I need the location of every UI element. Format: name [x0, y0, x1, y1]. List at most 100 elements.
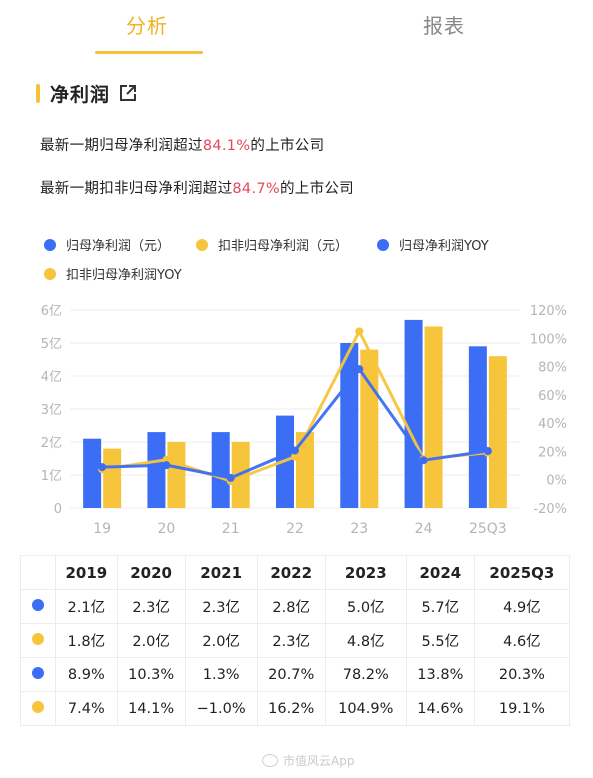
- y-left-tick-label: 0: [54, 502, 62, 517]
- section-title: 净利润: [50, 83, 111, 106]
- y-right-tick-label: 60%: [538, 389, 567, 404]
- active-tab-indicator: [95, 51, 203, 54]
- legend-dot-blue: [44, 238, 56, 251]
- tab-report[interactable]: 报表: [423, 14, 465, 38]
- bar-deducted-profit: [296, 432, 314, 508]
- y-left-tick-label: 3亿: [41, 403, 62, 418]
- y-left-tick-label: 5亿: [41, 337, 62, 352]
- x-tick-label: 19: [93, 521, 111, 537]
- legend-item-deducted-profit[interactable]: 扣非归母净利润（元）: [196, 235, 348, 254]
- row-color-dot: [32, 598, 44, 611]
- table-cell: 1.8亿: [55, 623, 118, 658]
- bar-net-profit: [340, 343, 359, 508]
- table-row: 1.8亿 2.0亿 2.0亿 2.3亿 4.8亿 5.5亿 4.6亿: [20, 623, 571, 658]
- table-cell: 4.8亿: [324, 623, 407, 658]
- table-header-cell: 2023: [324, 555, 407, 590]
- table-cell: 8.9%: [55, 657, 118, 692]
- y-left-tick-label: 1亿: [41, 469, 62, 484]
- row-color-cell: [20, 589, 56, 624]
- legend-item-net-profit-yoy[interactable]: 归母净利润YOY: [377, 235, 489, 254]
- table-row: 7.4% 14.1% −1.0% 16.2% 104.9% 14.6% 19.1%: [20, 691, 571, 726]
- point-net-profit-yoy: [355, 365, 364, 374]
- table-cell: 2.1亿: [55, 589, 118, 624]
- table-cell: 1.3%: [184, 657, 258, 692]
- table-cell: 5.5亿: [405, 623, 475, 658]
- stat-value-2: 84.7%: [232, 181, 280, 197]
- point-net-profit-yoy: [226, 473, 235, 482]
- table-cell: 20.3%: [473, 657, 571, 692]
- y-right-tick-label: 20%: [538, 445, 567, 460]
- bar-deducted-profit: [103, 448, 122, 508]
- row-color-cell: [20, 691, 56, 726]
- point-net-profit-yoy: [419, 456, 428, 465]
- legend-item-deducted-profit-yoy[interactable]: 扣非归母净利润YOY: [44, 264, 182, 283]
- table-cell: 5.0亿: [324, 589, 407, 624]
- data-table: 2019 2020 2021 2022 2023 2024 2025Q3 2.1亿 2.3亿 2…: [20, 555, 571, 726]
- stat-line-2: 最新一期扣非归母净利润超过84.7%的上市公司: [40, 181, 354, 197]
- table-cell: 2.0亿: [184, 623, 258, 658]
- y-right-tick-label: 100%: [530, 332, 567, 347]
- table-header-cell: 2024: [405, 555, 475, 590]
- point-deducted-profit-yoy: [291, 452, 299, 461]
- y-left-tick-label: 2亿: [41, 436, 62, 451]
- point-deducted-profit-yoy: [355, 327, 364, 336]
- x-tick-label: 25Q3: [469, 521, 507, 537]
- table-cell: 10.3%: [116, 657, 186, 692]
- point-net-profit-yoy: [483, 447, 492, 456]
- table-row: 8.9% 10.3% 1.3% 20.7% 78.2% 13.8% 20.3%: [20, 657, 571, 692]
- row-color-cell: [20, 657, 56, 692]
- table-header-cell: 2021: [184, 555, 258, 590]
- bar-net-profit: [211, 432, 230, 508]
- net-profit-chart: 0 1亿 2亿 3亿 4亿 5亿 6亿 -20% 0% 20% 40% 60% 80% 100% 120% 1…: [41, 304, 567, 537]
- row-color-dot: [32, 666, 44, 679]
- bar-net-profit: [404, 319, 423, 508]
- table-cell: 2.3亿: [256, 623, 326, 658]
- table-cell: 4.9亿: [473, 589, 571, 624]
- legend-dot-blue: [377, 238, 389, 251]
- table-header-cell: 2020: [116, 555, 186, 590]
- table-row: 2.1亿 2.3亿 2.3亿 2.8亿 5.0亿 5.7亿 4.9亿: [20, 589, 571, 624]
- table-cell: 14.6%: [405, 691, 475, 726]
- stat-value-1: 84.1%: [202, 138, 251, 154]
- bar-deducted-profit: [424, 326, 443, 508]
- x-tick-label: 20: [158, 521, 176, 537]
- x-tick-label: 21: [222, 521, 240, 537]
- table-cell: 2.3亿: [116, 589, 186, 624]
- table-cell: 2.3亿: [184, 589, 258, 624]
- section-header: 净利润: [36, 79, 138, 107]
- legend-dot-yellow: [44, 267, 56, 280]
- y-left-tick-label: 4亿: [41, 370, 62, 385]
- y-right-tick-label: 80%: [538, 361, 567, 376]
- table-header-cell: 2019: [55, 555, 118, 590]
- bar-net-profit: [83, 438, 102, 508]
- table-cell: 2.0亿: [116, 623, 186, 658]
- table-header-cell: [20, 555, 56, 590]
- table-header-cell: 2022: [256, 555, 326, 590]
- tab-analysis[interactable]: 分析: [126, 14, 168, 38]
- table-cell: 14.1%: [116, 691, 186, 726]
- table-cell: 2.8亿: [256, 589, 326, 624]
- legend-item-net-profit[interactable]: 归母净利润（元）: [44, 235, 170, 254]
- bar-deducted-profit: [488, 356, 507, 508]
- table-cell: −1.0%: [184, 691, 258, 726]
- table-header-row: 2019 2020 2021 2022 2023 2024 2025Q3: [20, 555, 571, 590]
- section-accent-bar: [36, 83, 40, 103]
- point-net-profit-yoy: [291, 446, 299, 455]
- table-cell: 4.6亿: [473, 623, 571, 658]
- y-left-tick-label: 6亿: [41, 304, 62, 319]
- table-cell: 16.2%: [256, 691, 326, 726]
- y-right-tick-label: -20%: [533, 502, 567, 517]
- x-tick-label: 22: [286, 521, 304, 537]
- bar-net-profit: [147, 432, 166, 508]
- table-cell: 5.7亿: [405, 589, 475, 624]
- weibo-icon: [262, 754, 278, 767]
- x-tick-label: 24: [415, 521, 433, 537]
- x-tick-label: 23: [350, 521, 368, 537]
- external-link-icon[interactable]: [118, 83, 138, 103]
- table-header-cell: 2025Q3: [473, 555, 571, 590]
- y-right-tick-label: 40%: [538, 417, 567, 432]
- point-net-profit-yoy: [162, 461, 171, 470]
- y-right-tick-label: 0%: [546, 474, 567, 489]
- y-right-tick-label: 120%: [530, 304, 567, 319]
- bar-deducted-profit: [167, 442, 186, 508]
